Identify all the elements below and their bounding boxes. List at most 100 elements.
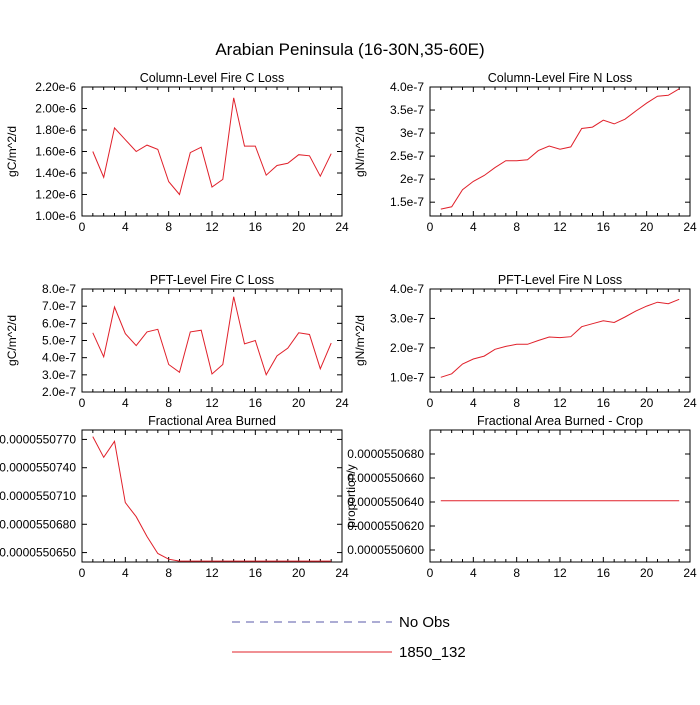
legend-label-no-obs: No Obs [399,614,450,631]
chart-title: Fractional Area Burned - Crop [477,414,643,428]
series-line-1850-132 [440,298,680,378]
x-tick-label: 4 [122,220,129,234]
x-tick-label: 24 [683,566,697,580]
plot-frame [81,429,343,563]
y-tick-label: 1.00e-6 [35,209,76,223]
y-tick-label: 2.5e-7 [390,149,424,163]
chart-panel-5: Fractional Area Burned 0 4 8 12 16 20 24 0.00005… [0,414,349,580]
chart-panel-4: PFT-Level Fire N Loss 0 4 8 12 16 20 24 1.0e-7 2.… [353,273,697,410]
x-tick-label: 8 [165,220,172,234]
x-tick-label: 4 [470,220,477,234]
plot-frame [81,86,343,217]
x-tick-label: 12 [553,566,567,580]
x-tick-label: 24 [335,220,349,234]
x-tick-label: 12 [553,396,567,410]
x-tick-label: 0 [427,566,434,580]
y-tick-label: 4.0e-7 [42,351,76,365]
x-tick-label: 4 [122,396,129,410]
y-axis-label: gN/m^2/d [353,126,367,177]
y-tick-label: 0.0000550620 [347,519,424,533]
y-tick-label: 0.0000550680 [0,517,76,531]
y-axis-label: gN/m^2/d [353,315,367,366]
x-tick-label: 20 [292,220,306,234]
y-tick-label: 0.0000550660 [347,471,424,485]
y-tick-label: 4.0e-7 [390,80,424,94]
series-line-1850-132 [92,296,332,377]
x-tick-label: 8 [513,220,520,234]
x-tick-label: 0 [427,220,434,234]
y-axis-label: gC/m^2/d [5,315,19,366]
y-tick-label: 0.0000550740 [0,461,76,475]
x-tick-label: 0 [79,396,86,410]
x-tick-label: 20 [640,396,654,410]
chart-title: Column-Level Fire C Loss [140,71,285,85]
x-tick-label: 12 [205,396,219,410]
chart-title: PFT-Level Fire N Loss [498,273,622,287]
y-tick-label: 8.0e-7 [42,282,76,296]
legend-label-1850-132: 1850_132 [399,644,466,661]
y-tick-label: 0.0000550600 [347,543,424,557]
x-tick-label: 8 [165,566,172,580]
chart-title: Column-Level Fire N Loss [488,71,633,85]
figure-title: Arabian Peninsula (16-30N,35-60E) [215,40,484,59]
x-tick-label: 20 [292,566,306,580]
x-tick-label: 12 [205,566,219,580]
y-tick-label: 0.0000550650 [0,546,76,560]
y-tick-label: 3.0e-7 [390,311,424,325]
chart-panels: Column-Level Fire C Loss 0 4 8 12 16 20 24 1.00e… [0,71,697,580]
y-tick-label: 1.0e-7 [390,370,424,384]
y-tick-label: 2.00e-6 [35,102,76,116]
x-tick-label: 24 [683,220,697,234]
y-tick-label: 2e-7 [400,172,424,186]
x-tick-label: 12 [205,220,219,234]
x-tick-label: 20 [292,396,306,410]
y-axis-label: gC/m^2/d [5,126,19,177]
series-line-1850-132 [92,97,332,196]
x-tick-label: 16 [249,566,263,580]
x-tick-label: 4 [470,396,477,410]
x-tick-label: 16 [597,396,611,410]
y-tick-label: 2.0e-7 [390,341,424,355]
chart-panel-1: Column-Level Fire C Loss 0 4 8 12 16 20 24 1.00e… [5,71,349,234]
y-tick-label: 0.0000550680 [347,447,424,461]
y-tick-label: 0.0000550640 [347,495,424,509]
chart-title: PFT-Level Fire C Loss [150,273,274,287]
x-tick-label: 0 [79,220,86,234]
chart-panel-2: Column-Level Fire N Loss 0 4 8 12 16 20 24 1.5e-… [353,71,697,234]
y-tick-label: 1.80e-6 [35,123,76,137]
plot-frame [429,429,691,563]
y-tick-label: 3.0e-7 [42,368,76,382]
chart-panel-3: PFT-Level Fire C Loss 0 4 8 12 16 20 24 2.0e-7 3.… [5,273,349,410]
series-line-1850-132 [92,436,332,562]
y-tick-label: 4.0e-7 [390,282,424,296]
x-tick-label: 4 [122,566,129,580]
x-tick-label: 8 [165,396,172,410]
x-tick-label: 20 [640,220,654,234]
x-tick-label: 8 [513,396,520,410]
x-tick-label: 0 [79,566,86,580]
plot-frame [429,86,691,217]
y-axis-label: proportion/y [344,464,358,527]
y-tick-label: 1.40e-6 [35,166,76,180]
legend: No Obs 1850_132 [232,614,466,661]
plot-frame [81,288,343,393]
y-tick-label: 0.0000550710 [0,489,76,503]
x-tick-label: 20 [640,566,654,580]
y-tick-label: 6.0e-7 [42,316,76,330]
chart-title: Fractional Area Burned [148,414,276,428]
y-tick-label: 1.5e-7 [390,195,424,209]
x-tick-label: 0 [427,396,434,410]
x-tick-label: 4 [470,566,477,580]
x-tick-label: 24 [335,396,349,410]
x-tick-label: 16 [249,396,263,410]
y-tick-label: 3.5e-7 [390,103,424,117]
y-tick-label: 0.0000550770 [0,432,76,446]
x-tick-label: 24 [683,396,697,410]
y-tick-label: 1.60e-6 [35,145,76,159]
y-tick-label: 2.20e-6 [35,80,76,94]
y-tick-label: 2.0e-7 [42,385,76,399]
x-tick-label: 12 [553,220,567,234]
y-tick-label: 7.0e-7 [42,299,76,313]
